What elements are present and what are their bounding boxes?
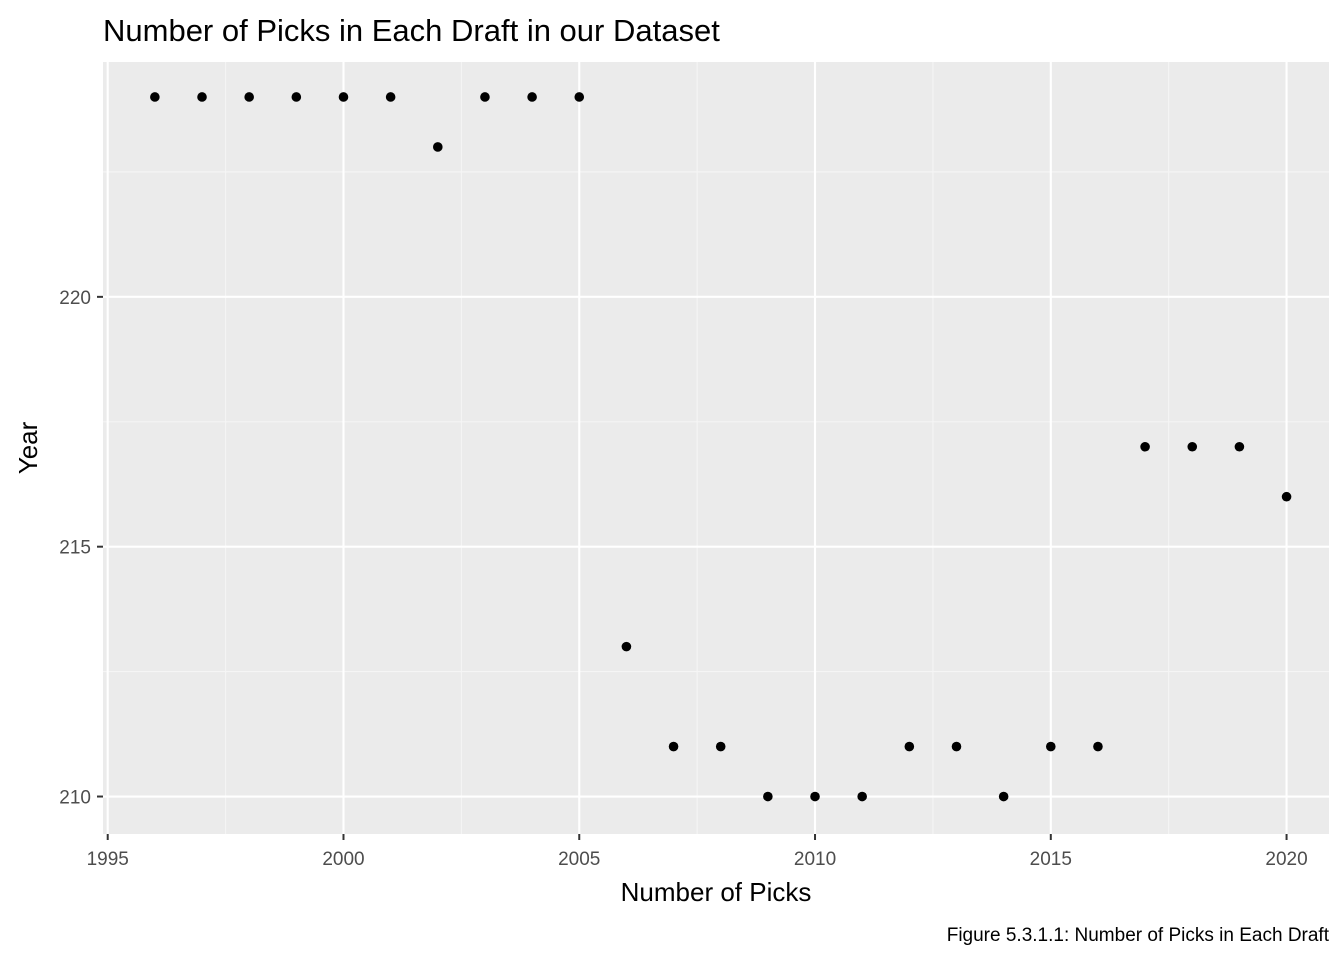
data-point xyxy=(904,741,915,752)
data-point xyxy=(244,92,254,102)
plot-panel xyxy=(103,62,1329,834)
x-tick-label: 2010 xyxy=(794,849,836,870)
figure-caption: Figure 5.3.1.1: Number of Picks in Each … xyxy=(947,925,1330,946)
data-point xyxy=(574,92,585,102)
data-points xyxy=(150,92,1292,802)
data-point xyxy=(715,741,726,752)
major-gridlines xyxy=(103,62,1329,834)
y-tick-label: 215 xyxy=(59,538,91,559)
data-point xyxy=(763,791,773,802)
data-point xyxy=(1140,441,1150,452)
data-point xyxy=(1234,441,1245,452)
x-tick-label: 2020 xyxy=(1265,849,1307,870)
data-point xyxy=(480,92,490,102)
data-point xyxy=(621,641,632,652)
y-tick-label: 220 xyxy=(59,288,91,309)
minor-gridlines xyxy=(103,62,1329,834)
data-point xyxy=(150,92,160,102)
data-point xyxy=(1045,741,1056,752)
x-tick-label: 1995 xyxy=(87,849,129,870)
x-axis-title: Number of Picks xyxy=(621,877,812,907)
data-point xyxy=(951,741,962,752)
data-point xyxy=(857,791,867,802)
data-point xyxy=(1281,491,1292,502)
x-tick-label: 2000 xyxy=(322,849,364,870)
y-tick-label: 210 xyxy=(59,788,91,809)
data-point xyxy=(527,92,537,102)
data-point xyxy=(385,92,396,102)
data-point xyxy=(291,92,302,102)
chart-title: Number of Picks in Each Draft in our Dat… xyxy=(103,13,720,48)
data-point xyxy=(338,92,349,102)
x-axis-ticks: 1995 2000 2005 2010 2015 2020 xyxy=(87,834,1308,870)
data-point xyxy=(998,791,1009,802)
data-point xyxy=(668,741,679,752)
data-point xyxy=(810,791,820,802)
data-point xyxy=(1093,741,1103,752)
x-tick-label: 2015 xyxy=(1030,849,1072,870)
data-point xyxy=(432,142,443,152)
x-tick-label: 2005 xyxy=(558,849,600,870)
y-axis-ticks: 210 215 220 xyxy=(59,288,103,809)
data-point xyxy=(197,92,207,102)
y-axis-title: Year xyxy=(13,421,43,474)
data-point xyxy=(1187,441,1198,452)
